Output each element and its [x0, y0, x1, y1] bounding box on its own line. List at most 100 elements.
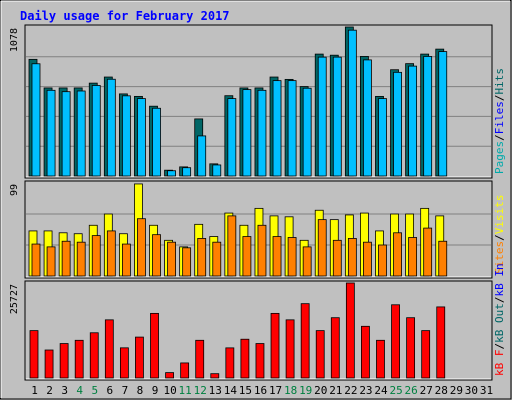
bar-sites-day-28	[438, 240, 448, 277]
bar-files-day-5	[91, 85, 101, 177]
bar-kb-f-day-10	[165, 372, 174, 379]
legend-item: kB Out	[493, 303, 506, 343]
legend-visits_sites: Sites/Visits	[493, 195, 506, 275]
x-tick-label-day-4: 4	[76, 384, 83, 397]
bar-kb-f-day-12	[195, 339, 205, 379]
bar-files-day-9	[152, 107, 161, 177]
bar-kb-f-day-26	[406, 317, 416, 379]
legend-item: Hits	[493, 68, 506, 95]
bar-sites-day-6	[106, 230, 116, 277]
x-tick-label-day-9: 9	[152, 384, 159, 397]
bar-kb-f-day-9	[150, 312, 159, 379]
bar-sites-day-21	[332, 239, 342, 277]
x-tick-label-day-16: 16	[254, 384, 267, 397]
x-tick-label-day-6: 6	[107, 384, 114, 397]
x-tick-label-day-10: 10	[163, 384, 176, 397]
bar-sites-day-7	[121, 243, 131, 277]
bar-kb-f-day-21	[330, 317, 340, 379]
bar-sites-day-20	[317, 219, 327, 277]
bar-kb-f-day-22	[345, 282, 355, 379]
bar-kb-f-day-27	[421, 330, 431, 379]
legend-item: /	[493, 297, 506, 304]
legend-hits_files_pages: Pages/Files/Hits	[493, 68, 506, 174]
bar-kb-f-day-11	[180, 362, 190, 379]
chart-panels: 1078 Pages/Files/Hits 99 Sites/Visits 25727 k…	[9, 24, 506, 381]
bar-files-day-19	[302, 87, 312, 177]
x-tick-label-day-2: 2	[46, 384, 53, 397]
x-tick-label-day-29: 29	[450, 384, 463, 397]
bar-sites-day-15	[242, 236, 252, 277]
bar-sites-day-9	[152, 234, 161, 277]
x-tick-label-day-20: 20	[314, 384, 327, 397]
bar-kb-f-day-20	[315, 330, 325, 379]
bar-kb-f-day-14	[225, 347, 235, 379]
bar-kb-f-day-5	[89, 332, 99, 379]
bar-files-day-25	[393, 71, 402, 177]
bar-sites-day-17	[272, 236, 282, 277]
bar-files-day-6	[106, 78, 116, 177]
legend-item: /	[493, 234, 506, 241]
bar-files-day-18	[287, 80, 297, 177]
bar-files-day-4	[76, 90, 86, 177]
bar-sites-day-24	[378, 244, 387, 277]
y-max-label: 1078	[9, 28, 20, 52]
legend-item: /	[493, 134, 506, 141]
bar-files-day-15	[242, 89, 252, 177]
legend-item: /	[493, 95, 506, 102]
bar-kb-f-day-8	[135, 336, 144, 379]
bar-sites-day-4	[76, 241, 86, 277]
bar-kb-f-day-18	[285, 319, 295, 379]
x-tick-label-day-24: 24	[374, 384, 388, 397]
bar-sites-day-16	[257, 224, 267, 277]
bar-files-day-26	[408, 65, 418, 177]
bar-kb-f-day-2	[44, 349, 54, 379]
panel-hits_files_pages: 1078 Pages/Files/Hits	[9, 24, 506, 179]
bar-kb-f-day-23	[361, 325, 370, 379]
bar-kb-f-day-25	[391, 304, 400, 379]
bar-files-day-13	[212, 164, 222, 177]
x-tick-label-day-7: 7	[122, 384, 129, 397]
bar-sites-day-8	[137, 218, 146, 277]
bar-files-day-14	[227, 98, 237, 177]
x-tick-label-day-1: 1	[31, 384, 38, 397]
bar-sites-day-10	[167, 241, 176, 277]
x-tick-label-day-27: 27	[420, 384, 433, 397]
bar-files-day-3	[61, 91, 71, 177]
y-max-label: 99	[9, 184, 20, 196]
legend-kbytes: kB F/kB Out/kB In	[493, 263, 506, 376]
x-tick-label-day-28: 28	[435, 384, 448, 397]
bar-sites-day-19	[302, 246, 312, 277]
bar-files-day-20	[317, 56, 327, 177]
bar-sites-day-5	[91, 235, 101, 277]
bar-files-day-22	[347, 29, 357, 177]
bar-files-day-27	[423, 56, 433, 177]
x-tick-label-day-18: 18	[284, 384, 297, 397]
bar-sites-day-25	[393, 232, 402, 277]
bar-kb-f-day-15	[240, 338, 250, 379]
bar-kb-f-day-1	[29, 330, 39, 379]
bar-files-day-2	[46, 89, 56, 177]
x-tick-label-day-22: 22	[344, 384, 357, 397]
y-max-label: 25727	[9, 284, 20, 314]
bar-kb-f-day-7	[119, 347, 129, 379]
panel-visits_sites: 99 Sites/Visits	[9, 180, 506, 279]
x-tick-label-day-23: 23	[359, 384, 372, 397]
bar-sites-day-27	[423, 227, 433, 277]
legend-item: Pages	[493, 141, 506, 174]
x-tick-label-day-8: 8	[137, 384, 144, 397]
x-tick-label-day-13: 13	[209, 384, 222, 397]
legend-item: kB F	[493, 350, 506, 377]
bar-sites-day-13	[212, 241, 222, 277]
bar-files-day-24	[378, 98, 387, 177]
bar-files-day-7	[121, 95, 131, 177]
bar-sites-day-3	[61, 240, 71, 277]
bar-sites-day-11	[182, 247, 192, 277]
chart-title: Daily usage for February 2017	[20, 9, 230, 23]
x-tick-label-day-17: 17	[269, 384, 282, 397]
bar-files-day-12	[197, 135, 207, 177]
x-tick-label-day-15: 15	[239, 384, 252, 397]
legend-item: kB In	[493, 263, 506, 296]
